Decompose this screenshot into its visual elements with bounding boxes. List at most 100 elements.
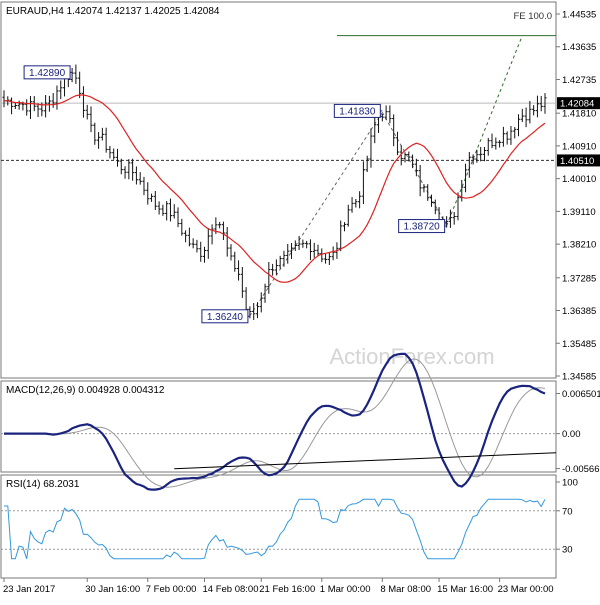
- price-bar: [59, 80, 63, 100]
- x-tick-label: 8 Mar 08:00: [380, 584, 431, 595]
- price-bar: [418, 165, 422, 197]
- fib-projection-line: [446, 35, 523, 226]
- y-level-badge: 1.40510: [557, 154, 600, 167]
- price-bar: [142, 176, 146, 196]
- price-bar: [305, 240, 309, 249]
- price-bar: [100, 127, 104, 141]
- y-tick-label: 1.42735: [562, 75, 596, 86]
- price-annotation-label: 1.38720: [404, 222, 441, 233]
- price-bar: [282, 250, 286, 267]
- y-axis-labels: 1.44535 1.43635 1.42735 1.41810 1.40910 1.400…: [556, 10, 600, 383]
- macd-trendline: [174, 452, 557, 470]
- price-bar: [456, 192, 460, 221]
- price-bar: [221, 221, 226, 240]
- x-tick-label: 15 Mar 16:00: [437, 584, 493, 595]
- price-bar: [392, 114, 396, 147]
- x-tick-label: 23 Jan 2017: [3, 584, 55, 595]
- price-bar: [104, 127, 108, 153]
- price-bar: [157, 201, 161, 215]
- price-bar: [55, 85, 59, 110]
- price-bar: [187, 227, 191, 247]
- price-bar: [426, 184, 430, 201]
- price-bar: [308, 239, 313, 261]
- price-bar: [206, 228, 210, 259]
- price-bar: [267, 261, 271, 294]
- price-bar: [240, 266, 244, 298]
- price-bar: [131, 158, 135, 181]
- price-bar: [259, 292, 263, 313]
- price-bar: [403, 152, 407, 163]
- y-level-badge-label: 1.40510: [560, 156, 594, 167]
- rsi-y-tick-label: 70: [562, 506, 573, 517]
- price-bar: [482, 147, 487, 162]
- price-bar: [494, 137, 498, 150]
- price-bar: [199, 241, 203, 262]
- price-bar: [535, 95, 540, 118]
- price-bar: [274, 259, 278, 275]
- price-bar: [490, 133, 494, 149]
- price-bar: [252, 302, 256, 320]
- price-bar: [297, 235, 301, 250]
- price-bar: [463, 163, 468, 193]
- price-bar: [422, 184, 426, 193]
- price-bar: [407, 151, 411, 162]
- price-bar: [278, 255, 282, 269]
- price-bar: [115, 148, 120, 167]
- y-level-badge: 1.42084: [557, 97, 600, 110]
- price-annotation: 1.41830: [333, 103, 383, 118]
- y-tick-label: 1.40010: [562, 174, 596, 185]
- watermark: ActionForex.com: [329, 344, 494, 369]
- price-bar: [13, 102, 17, 109]
- price-bar: [346, 204, 350, 227]
- price-bar: [134, 166, 139, 185]
- price-bar: [327, 252, 331, 266]
- price-bar: [210, 224, 214, 245]
- price-bar: [183, 230, 188, 243]
- price-bar: [93, 122, 97, 145]
- price-bar: [312, 242, 316, 258]
- price-bar: [74, 64, 78, 84]
- price-bar: [165, 201, 169, 221]
- price-bar: [168, 198, 173, 222]
- price-bar: [138, 172, 142, 185]
- price-bar: [399, 145, 403, 166]
- price-bar: [146, 182, 150, 205]
- rsi-lines: 100 70 30: [1, 478, 578, 560]
- price-bar: [509, 126, 513, 145]
- fib-projection-lines: [249, 35, 523, 317]
- rsi-line: [4, 498, 546, 560]
- price-bar: [380, 114, 384, 122]
- price-bar: [532, 105, 536, 116]
- price-bar: [255, 302, 260, 319]
- y-tick-label: 1.38210: [562, 240, 596, 251]
- price-bar: [524, 107, 528, 128]
- price-bar: [191, 238, 195, 249]
- moving-average: [3, 94, 546, 283]
- price-bar: [218, 221, 222, 229]
- price-bar: [108, 145, 112, 159]
- price-annotation-label: 1.41830: [339, 106, 376, 117]
- rsi-y-tick-label: 100: [562, 478, 578, 489]
- price-bar: [9, 97, 14, 115]
- x-tick-label: 1 Mar 00:00: [320, 584, 371, 595]
- fe-level-label: FE 100.0: [513, 11, 552, 22]
- price-bar: [78, 71, 82, 99]
- x-tick-label: 7 Feb 00:00: [146, 584, 197, 595]
- fib-projection-line: [249, 112, 383, 317]
- price-bar: [263, 283, 267, 303]
- y-tick-label: 1.34585: [562, 372, 596, 383]
- price-annotation: 1.38720: [398, 219, 447, 234]
- price-annotation-label: 1.42890: [29, 68, 66, 79]
- price-bar: [516, 114, 521, 137]
- price-bar: [339, 220, 343, 252]
- y-tick-label: 1.37285: [562, 273, 596, 284]
- price-bar: [520, 108, 524, 122]
- price-bar: [467, 152, 471, 178]
- price-bar: [153, 191, 157, 210]
- price-bar: [528, 100, 532, 124]
- y-tick-label: 1.35485: [562, 339, 596, 350]
- price-bar: [429, 194, 434, 207]
- price-bar: [89, 106, 93, 133]
- price-bar: [395, 131, 400, 156]
